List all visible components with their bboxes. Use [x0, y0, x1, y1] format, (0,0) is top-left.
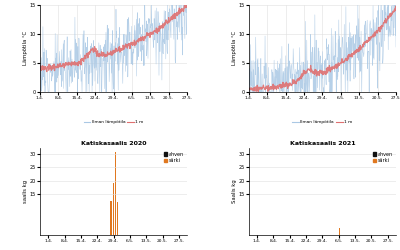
Title: Katiskasaalis 2020: Katiskasaalis 2020	[81, 142, 146, 146]
Title: Katiskasaalis 2021: Katiskasaalis 2021	[290, 142, 355, 146]
Legend: ahven, särki: ahven, särki	[372, 151, 394, 164]
Y-axis label: saalis kg: saalis kg	[23, 180, 28, 203]
Legend: ahven, särki: ahven, särki	[163, 151, 185, 164]
Legend: Ilman lämpötila, 1 m: Ilman lämpötila, 1 m	[291, 118, 354, 126]
Bar	[113, 184, 114, 235]
Y-axis label: Lämpötila °C: Lämpötila °C	[232, 31, 237, 66]
Y-axis label: Saalis kg: Saalis kg	[232, 180, 237, 204]
Bar	[114, 152, 116, 235]
Bar	[110, 201, 112, 235]
Bar	[117, 202, 118, 235]
Y-axis label: Lämpötila °C: Lämpötila °C	[23, 31, 28, 66]
Legend: Ilman lämpötila, 1 m: Ilman lämpötila, 1 m	[82, 118, 145, 126]
Bar	[339, 228, 340, 235]
